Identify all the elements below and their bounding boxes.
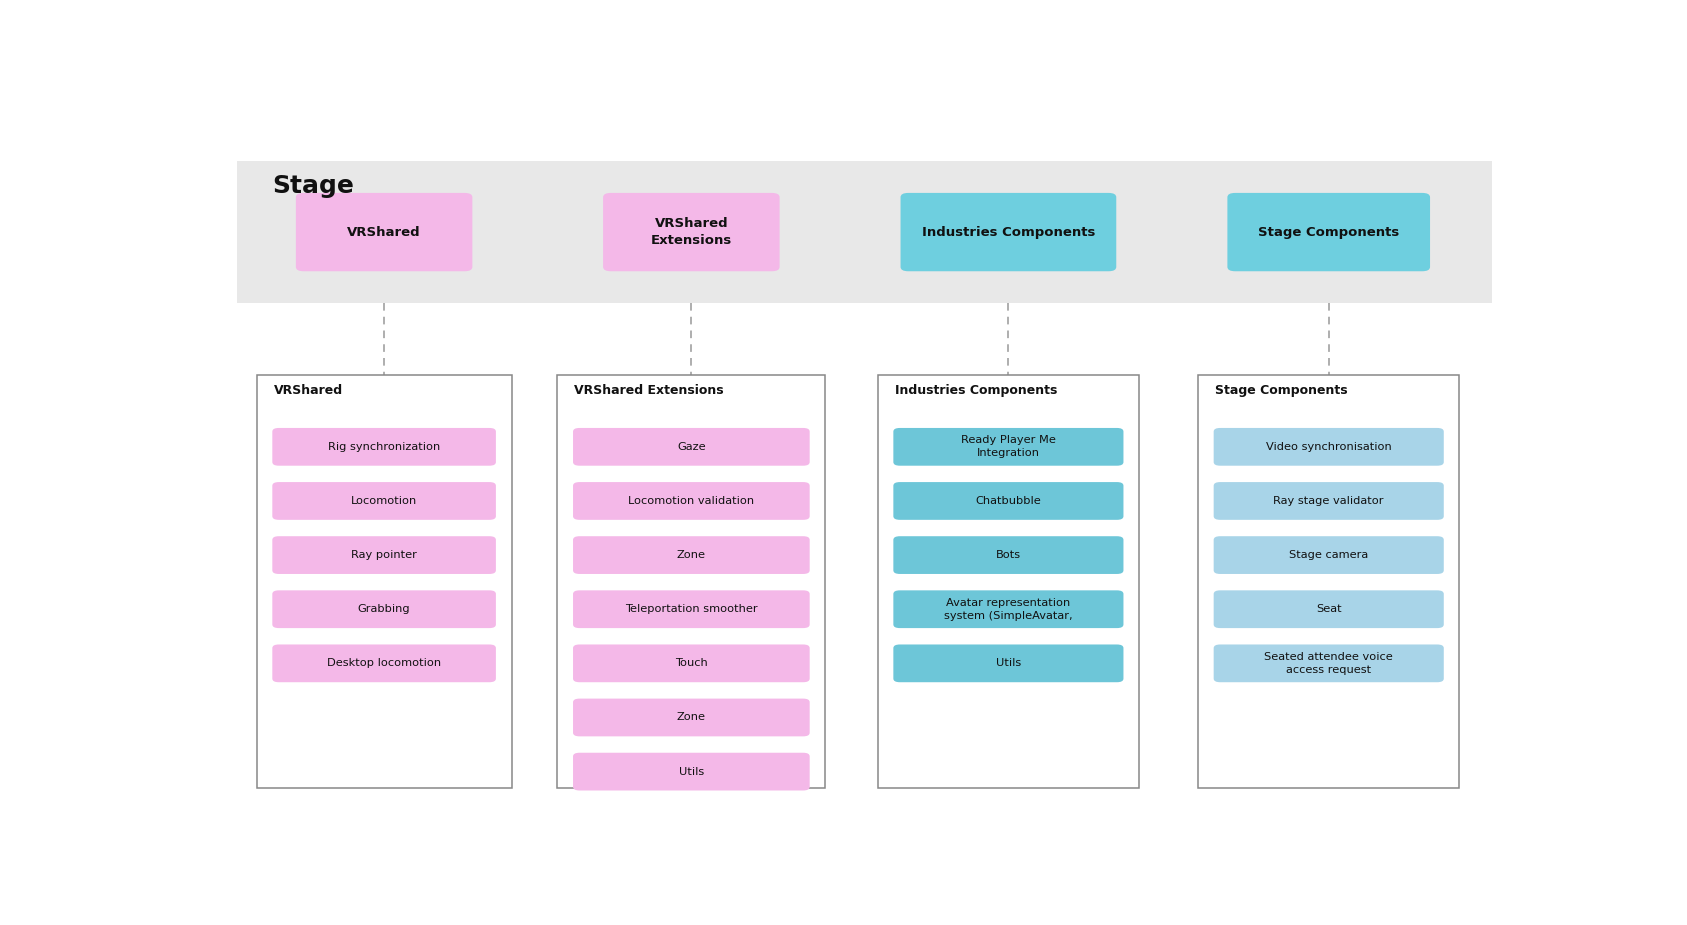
Text: Stage Components: Stage Components — [1215, 384, 1348, 397]
Text: Desktop locomotion: Desktop locomotion — [327, 659, 442, 669]
Text: Video synchronisation: Video synchronisation — [1265, 442, 1392, 451]
FancyBboxPatch shape — [1213, 645, 1444, 683]
Text: Stage camera: Stage camera — [1289, 550, 1368, 561]
FancyBboxPatch shape — [894, 536, 1124, 574]
Text: VRShared Extensions: VRShared Extensions — [574, 384, 724, 397]
FancyBboxPatch shape — [295, 193, 472, 271]
Text: Bots: Bots — [995, 550, 1021, 561]
FancyBboxPatch shape — [272, 590, 496, 628]
Text: Gaze: Gaze — [676, 442, 705, 451]
FancyBboxPatch shape — [236, 161, 1491, 303]
Text: Grabbing: Grabbing — [358, 604, 410, 614]
FancyBboxPatch shape — [877, 375, 1139, 788]
FancyBboxPatch shape — [574, 536, 810, 574]
Text: Ray stage validator: Ray stage validator — [1274, 496, 1383, 506]
Text: Avatar representation
system (SimpleAvatar,: Avatar representation system (SimpleAvat… — [945, 598, 1073, 621]
FancyBboxPatch shape — [256, 375, 511, 788]
Text: Industries Components: Industries Components — [921, 226, 1095, 239]
Text: Utils: Utils — [995, 659, 1021, 669]
FancyBboxPatch shape — [557, 375, 825, 788]
FancyBboxPatch shape — [1213, 428, 1444, 465]
Text: Rig synchronization: Rig synchronization — [327, 442, 440, 451]
FancyBboxPatch shape — [574, 698, 810, 736]
Text: Seat: Seat — [1316, 604, 1341, 614]
Text: Seated attendee voice
access request: Seated attendee voice access request — [1264, 652, 1393, 674]
FancyBboxPatch shape — [272, 645, 496, 683]
Text: Locomotion validation: Locomotion validation — [628, 496, 754, 506]
FancyBboxPatch shape — [574, 645, 810, 683]
Text: Ready Player Me
Integration: Ready Player Me Integration — [962, 436, 1056, 458]
FancyBboxPatch shape — [894, 482, 1124, 520]
FancyBboxPatch shape — [602, 193, 779, 271]
FancyBboxPatch shape — [901, 193, 1117, 271]
FancyBboxPatch shape — [272, 428, 496, 465]
FancyBboxPatch shape — [1213, 482, 1444, 520]
Text: Ray pointer: Ray pointer — [351, 550, 417, 561]
Text: Stage Components: Stage Components — [1259, 226, 1399, 239]
Text: Locomotion: Locomotion — [351, 496, 417, 506]
Text: VRShared: VRShared — [348, 226, 422, 239]
FancyBboxPatch shape — [894, 645, 1124, 683]
Text: Chatbubble: Chatbubble — [975, 496, 1041, 506]
FancyBboxPatch shape — [1213, 536, 1444, 574]
FancyBboxPatch shape — [894, 428, 1124, 465]
Text: VRShared: VRShared — [273, 384, 342, 397]
FancyBboxPatch shape — [574, 590, 810, 628]
Text: Utils: Utils — [678, 767, 703, 777]
Text: VRShared
Extensions: VRShared Extensions — [651, 217, 732, 247]
FancyBboxPatch shape — [894, 590, 1124, 628]
Text: Touch: Touch — [675, 659, 709, 669]
FancyBboxPatch shape — [574, 753, 810, 791]
FancyBboxPatch shape — [272, 536, 496, 574]
FancyBboxPatch shape — [1228, 193, 1431, 271]
Text: Zone: Zone — [676, 550, 705, 561]
FancyBboxPatch shape — [272, 482, 496, 520]
Text: Zone: Zone — [676, 712, 705, 722]
FancyBboxPatch shape — [574, 482, 810, 520]
FancyBboxPatch shape — [574, 428, 810, 465]
FancyBboxPatch shape — [1213, 590, 1444, 628]
Text: Industries Components: Industries Components — [894, 384, 1058, 397]
Text: Teleportation smoother: Teleportation smoother — [626, 604, 757, 614]
Text: Stage: Stage — [272, 174, 354, 198]
FancyBboxPatch shape — [1198, 375, 1459, 788]
